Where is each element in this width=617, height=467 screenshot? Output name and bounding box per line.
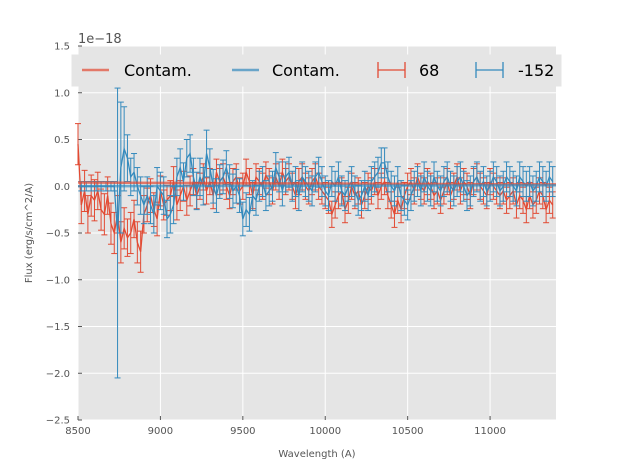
series-contam: [77, 181, 557, 186]
y-tick-label: −1.5: [46, 322, 70, 333]
y-tick-label: 1.0: [54, 88, 70, 99]
contam-line: [77, 181, 557, 186]
legend-label: Contam.: [272, 61, 340, 80]
legend-label: -152: [518, 61, 554, 80]
x-tick-label: 9500: [230, 426, 255, 437]
y-tick-label: 0.5: [54, 135, 70, 146]
y-tick-label: 1.5: [54, 42, 70, 53]
y-tick-label: −1.0: [46, 275, 70, 286]
x-tick-label: 9000: [148, 426, 173, 437]
series-layer: [75, 87, 557, 379]
grid-lines: [77, 45, 556, 421]
y-axis-ticks: −2.5 −2.0 −1.5 −1.0 −0.5 0.0 0.5 1.0 1.5: [46, 42, 82, 427]
legend: Contam. Contam. 68 -152: [71, 54, 562, 87]
y-axis-label: Flux (erg/s/cm^2/A): [24, 183, 35, 283]
contam-line: [77, 184, 557, 188]
series-contam: [77, 184, 557, 188]
y-offset-label: 1e−18: [78, 32, 122, 47]
y-tick-label: 0.0: [54, 182, 70, 193]
y-tick-label: −2.0: [46, 369, 70, 380]
x-tick-label: 10000: [309, 426, 341, 437]
x-axis-label: Wavelength (A): [278, 449, 355, 460]
data-line: [81, 146, 554, 234]
x-tick-label: 11000: [474, 426, 506, 437]
legend-label: 68: [419, 61, 439, 80]
y-tick-label: −2.5: [46, 416, 70, 427]
y-tick-label: −0.5: [46, 229, 70, 240]
x-tick-label: 8500: [65, 426, 90, 437]
x-tick-label: 10500: [392, 426, 424, 437]
x-axis-ticks: 8500 9000 9500 10000 10500 11000: [65, 416, 506, 437]
legend-label: Contam.: [124, 61, 192, 80]
